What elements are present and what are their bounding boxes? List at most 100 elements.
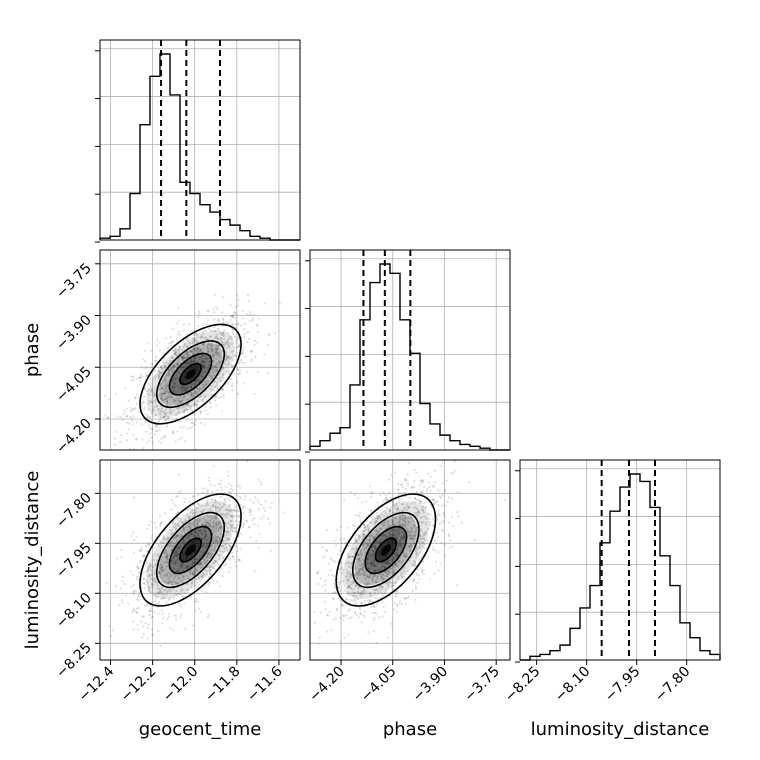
scatter-point xyxy=(171,430,174,433)
scatter-point xyxy=(185,408,188,411)
scatter-point xyxy=(213,484,216,487)
scatter-point xyxy=(222,367,225,371)
scatter-point xyxy=(206,357,209,360)
scatter-point xyxy=(190,394,193,397)
scatter-point xyxy=(168,370,171,373)
scatter-point xyxy=(182,366,185,369)
scatter-point xyxy=(160,398,163,401)
scatter-point xyxy=(207,363,210,366)
scatter-point xyxy=(173,365,176,368)
scatter-point xyxy=(239,324,242,327)
scatter-point xyxy=(144,375,147,378)
scatter-point xyxy=(225,358,228,361)
scatter-point xyxy=(192,624,195,627)
scatter-point xyxy=(413,479,416,482)
scatter-point xyxy=(185,339,188,342)
scatter-point xyxy=(163,357,166,360)
scatter-point xyxy=(363,600,367,603)
scatter-point xyxy=(147,408,150,411)
scatter-point xyxy=(364,610,367,613)
scatter-point xyxy=(150,390,153,393)
scatter-point xyxy=(149,432,152,435)
x-axis-label-luminosity_distance: luminosity_distance xyxy=(531,719,710,740)
scatter-point xyxy=(191,351,194,354)
scatter-point xyxy=(253,523,256,526)
scatter-point xyxy=(143,587,146,590)
scatter-point xyxy=(131,620,135,623)
scatter-point xyxy=(321,556,324,559)
scatter-point xyxy=(432,499,435,502)
scatter-point xyxy=(132,593,135,596)
scatter-point xyxy=(211,329,214,332)
scatter-point xyxy=(170,369,173,372)
scatter-point xyxy=(256,498,259,501)
scatter-point xyxy=(186,332,189,335)
scatter-point xyxy=(207,319,210,322)
scatter-point xyxy=(172,398,175,401)
scatter-point xyxy=(221,311,224,314)
scatter-point xyxy=(166,417,170,420)
scatter-point xyxy=(203,585,206,589)
scatter-point xyxy=(158,373,161,376)
x-axis-label-phase: phase xyxy=(383,719,437,740)
scatter-point xyxy=(155,355,158,358)
scatter-point xyxy=(181,357,184,361)
scatter-point xyxy=(207,310,210,313)
scatter-point xyxy=(184,387,187,390)
scatter-point xyxy=(354,536,357,539)
scatter-point xyxy=(170,368,173,371)
scatter-point xyxy=(191,340,194,343)
hist-panel-phase xyxy=(305,250,510,453)
scatter-point xyxy=(201,332,204,335)
scatter-point xyxy=(226,382,229,385)
scatter-point xyxy=(203,365,206,368)
scatter-point xyxy=(168,525,171,528)
scatter-point xyxy=(138,376,142,379)
scatter-point xyxy=(177,408,180,411)
scatter-point xyxy=(391,588,394,591)
scatter-point xyxy=(141,375,144,378)
scatter-point xyxy=(220,395,223,398)
scatter-point xyxy=(443,543,446,546)
scatter-point xyxy=(148,426,152,429)
scatter-point xyxy=(168,391,171,394)
y-tick-label: −4.05 xyxy=(53,364,95,406)
scatter-point xyxy=(357,514,360,517)
scatter-point xyxy=(329,557,333,560)
scatter-point xyxy=(201,359,204,362)
scatter-point xyxy=(251,519,254,522)
scatter-point xyxy=(196,350,199,353)
scatter-point xyxy=(209,344,212,347)
scatter-point xyxy=(226,496,229,500)
scatter-point xyxy=(214,366,217,369)
scatter-point xyxy=(174,615,178,618)
scatter-point xyxy=(172,390,175,393)
scatter-point xyxy=(227,474,230,477)
scatter-point xyxy=(384,494,387,497)
scatter-point xyxy=(190,350,193,353)
scatter-point xyxy=(420,490,423,493)
scatter-point xyxy=(158,410,161,414)
scatter-point xyxy=(355,613,358,616)
scatter-point xyxy=(324,608,327,611)
scatter-point xyxy=(381,615,384,618)
scatter-point xyxy=(220,479,223,482)
scatter-point xyxy=(207,367,210,370)
scatter-point xyxy=(213,330,217,333)
scatter-point xyxy=(217,327,220,330)
scatter-point xyxy=(420,568,424,571)
scatter-point xyxy=(169,359,172,362)
scatter-point xyxy=(167,415,170,419)
scatter-point xyxy=(220,486,223,489)
scatter-point xyxy=(194,609,197,612)
scatter-point xyxy=(382,605,385,609)
scatter-point xyxy=(236,514,239,518)
scatter-point xyxy=(159,644,162,647)
scatter-point xyxy=(132,378,135,381)
scatter-point xyxy=(447,496,451,499)
scatter-point xyxy=(130,419,134,422)
scatter-point xyxy=(368,598,371,601)
scatter-point xyxy=(257,508,261,511)
scatter-point xyxy=(170,508,173,511)
scatter-point xyxy=(416,499,419,502)
